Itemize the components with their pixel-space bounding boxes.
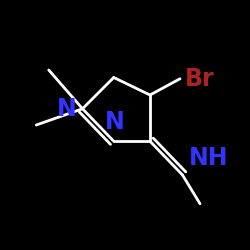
Text: N: N xyxy=(105,110,125,134)
Text: NH: NH xyxy=(189,146,228,170)
Text: Br: Br xyxy=(185,67,214,91)
Text: N: N xyxy=(56,97,76,121)
